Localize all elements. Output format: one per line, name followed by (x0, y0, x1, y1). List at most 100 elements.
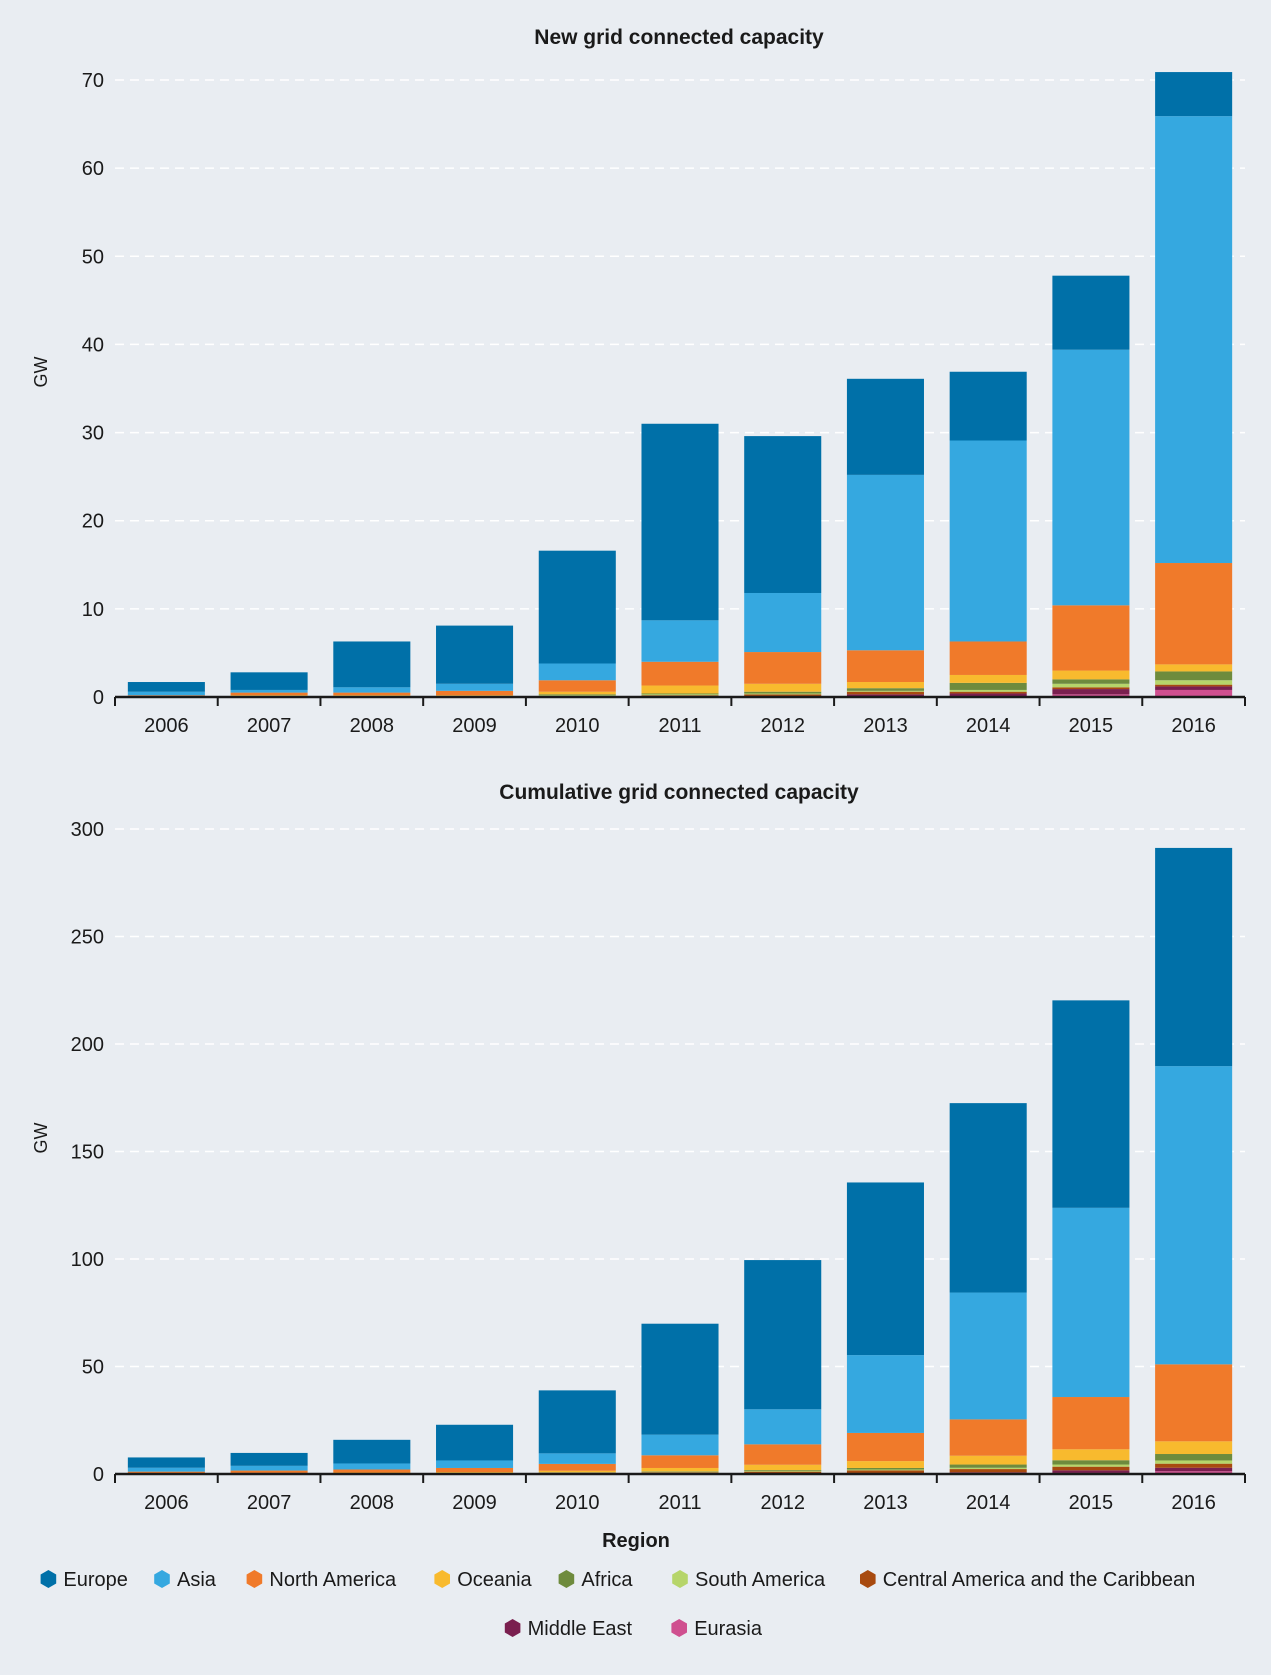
bar-segment-europe (230, 672, 308, 690)
bar-segment-oceania (1052, 1449, 1130, 1461)
bar-segment-oceania (744, 1464, 822, 1471)
bar-segment-south-america (846, 690, 924, 692)
bar-segment-asia (436, 1460, 514, 1468)
bar-segment-europe (744, 436, 822, 593)
bar-segment-oceania (744, 683, 822, 692)
bar-segment-africa (641, 693, 719, 695)
bar-segment-asia (949, 1292, 1027, 1420)
bar-segment-oceania (230, 695, 308, 697)
bar-segment-oceania (436, 1472, 514, 1473)
bar-segment-eurasia (1155, 1471, 1233, 1474)
bar-segment-africa (744, 691, 822, 694)
bar-segment-europe (949, 371, 1027, 441)
bar-segment-middle-east (1052, 689, 1130, 695)
bar-segment-central-america-and-the-caribbean (1052, 1466, 1130, 1471)
bar-segment-asia (1155, 116, 1233, 564)
bar-segment-africa (1155, 1454, 1233, 1461)
bar-segment-middle-east (1155, 686, 1233, 690)
bar-segment-middle-east (1155, 1467, 1233, 1472)
bar-segment-south-america (641, 694, 719, 696)
x-tick-label: 2008 (350, 715, 395, 737)
x-tick-label: 2015 (1069, 715, 1114, 737)
legend-item: Middle East (504, 1618, 633, 1640)
y-tick-label: 50 (82, 246, 104, 268)
legend-label: Central America and the Caribbean (883, 1569, 1195, 1591)
bar-segment-asia (538, 663, 616, 681)
bar-segment-asia (538, 1453, 616, 1464)
bar-segment-europe (1052, 275, 1130, 350)
bar-segment-europe (127, 682, 205, 692)
bar-segment-asia (333, 1463, 411, 1470)
legend-swatch (504, 1619, 521, 1637)
y-tick-label: 50 (82, 1357, 104, 1379)
bar-segment-south-america (538, 695, 616, 697)
bar-segment-central-america-and-the-caribbean (744, 694, 822, 697)
bar-segment-north-america (846, 650, 924, 683)
x-tick-label: 2011 (658, 715, 701, 737)
bar-segment-central-america-and-the-caribbean (846, 1470, 924, 1474)
x-tick-label: 2013 (863, 1492, 908, 1514)
x-tick-label: 2006 (144, 1492, 189, 1514)
legend-swatch (860, 1570, 876, 1588)
bar-segment-asia (949, 440, 1027, 642)
legend-label: South America (695, 1569, 826, 1591)
new-capacity-chart: New grid connected capacity GW 0 10 20 30 40… (31, 26, 1246, 737)
bar-segment-europe (127, 1457, 205, 1468)
bar-segment-africa (1052, 1460, 1130, 1465)
bar-segment-middle-east (949, 693, 1027, 697)
axes: 2006 2007 2008 2009 2010 2011 2012 2013 2014 2015… (114, 1472, 1246, 1514)
bar-segment-south-america (1155, 1460, 1233, 1464)
legend-label: Europe (63, 1569, 128, 1591)
bar-segment-oceania (846, 682, 924, 689)
legend-item: South America (672, 1569, 826, 1591)
legend-item: Eurasia (671, 1618, 763, 1640)
y-tick-label: 30 (82, 423, 104, 445)
bar-segment-north-america (230, 1470, 308, 1473)
bar-segment-europe (641, 423, 719, 621)
x-tick-label: 2012 (760, 715, 805, 737)
bar-segment-europe (846, 378, 924, 475)
x-tick-label: 2014 (966, 715, 1011, 737)
y-axis-label: GW (31, 1122, 51, 1153)
bar-segment-africa (949, 1464, 1027, 1468)
x-tick-label: 2016 (1171, 1492, 1216, 1514)
bar-segment-eurasia (1052, 694, 1130, 697)
chart-title: Cumulative grid connected capacity (499, 781, 859, 804)
bar-segment-asia (127, 691, 205, 696)
x-tick-label: 2010 (555, 1492, 600, 1514)
bar-segment-asia (127, 1467, 205, 1472)
bar-segment-central-america-and-the-caribbean (949, 691, 1027, 694)
x-tick-label: 2009 (452, 715, 497, 737)
bars (127, 847, 1233, 1474)
y-tick-label: 0 (93, 1464, 104, 1486)
x-axis-label: Region (602, 1530, 670, 1552)
bar-segment-asia (230, 1465, 308, 1471)
legend-item: North America (246, 1569, 397, 1591)
y-tick-label: 40 (82, 334, 104, 356)
x-tick-label: 2010 (555, 715, 600, 737)
bar-segment-oceania (333, 695, 411, 697)
bar-segment-south-america (846, 1469, 924, 1471)
bar-segment-europe (436, 1424, 514, 1461)
bar-segment-oceania (538, 1470, 616, 1473)
legend: Europe Asia North America Oceania Africa Sout… (40, 1569, 1195, 1640)
legend-item: Europe (40, 1569, 128, 1591)
bar-segment-north-america (436, 1467, 514, 1473)
bar-segment-oceania (1052, 670, 1130, 680)
bar-segment-africa (949, 682, 1027, 690)
bar-segment-oceania (436, 695, 514, 697)
bar-segment-north-america (1052, 1397, 1130, 1450)
legend-swatch (434, 1570, 450, 1588)
legend-label: Oceania (457, 1569, 532, 1591)
bar-segment-central-america-and-the-caribbean (1052, 687, 1130, 690)
legend-label: North America (269, 1569, 397, 1591)
bar-segment-middle-east (846, 694, 924, 697)
bar-segment-asia (1155, 1066, 1233, 1365)
bar-segment-central-america-and-the-caribbean (744, 1471, 822, 1474)
bar-segment-north-america (949, 641, 1027, 675)
y-tick-label: 200 (71, 1034, 104, 1056)
bar-segment-north-america (538, 1463, 616, 1471)
x-tick-label: 2007 (247, 715, 292, 737)
bar-segment-north-america (744, 1444, 822, 1465)
